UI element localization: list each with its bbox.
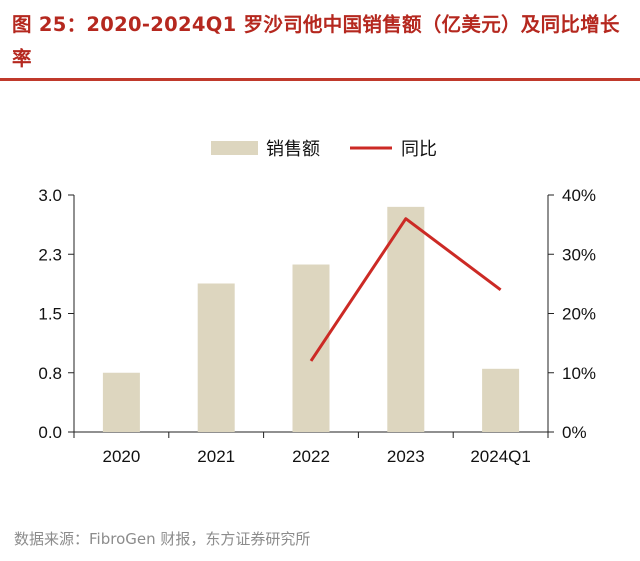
y-left-tick-label: 0.8 [38, 364, 62, 383]
y-left-tick-label: 3.0 [38, 186, 62, 205]
x-tick-label: 2020 [102, 447, 140, 466]
legend-line-label: 同比 [401, 139, 437, 160]
y-right-tick-label: 40% [562, 186, 596, 205]
x-tick-label: 2022 [292, 447, 330, 466]
y-right-tick-label: 0% [562, 423, 587, 442]
y-right-tick-label: 20% [562, 305, 596, 324]
legend-bar-swatch [211, 141, 258, 155]
bar-2024Q1 [482, 368, 520, 432]
y-right-tick-label: 30% [562, 245, 596, 264]
bar-2021 [197, 283, 235, 432]
figure-title: 图 25：2020-2024Q1 罗沙司他中国销售额（亿美元）及同比增长率 [12, 13, 620, 70]
y-left-tick-label: 1.5 [38, 305, 62, 324]
source-note: 数据来源：FibroGen 财报，东方证券研究所 [14, 530, 311, 548]
y-right-tick-label: 10% [562, 364, 596, 383]
bar-2022 [292, 264, 330, 432]
legend-bar-label: 销售额 [266, 139, 320, 160]
y-left-tick-label: 0.0 [38, 423, 62, 442]
bar-2020 [102, 372, 140, 432]
x-tick-label: 2024Q1 [470, 447, 531, 466]
x-tick-label: 2021 [197, 447, 235, 466]
title-divider [0, 78, 640, 81]
x-tick-label: 2023 [387, 447, 425, 466]
bar-2023 [387, 206, 425, 432]
y-left-tick-label: 2.3 [38, 245, 62, 264]
